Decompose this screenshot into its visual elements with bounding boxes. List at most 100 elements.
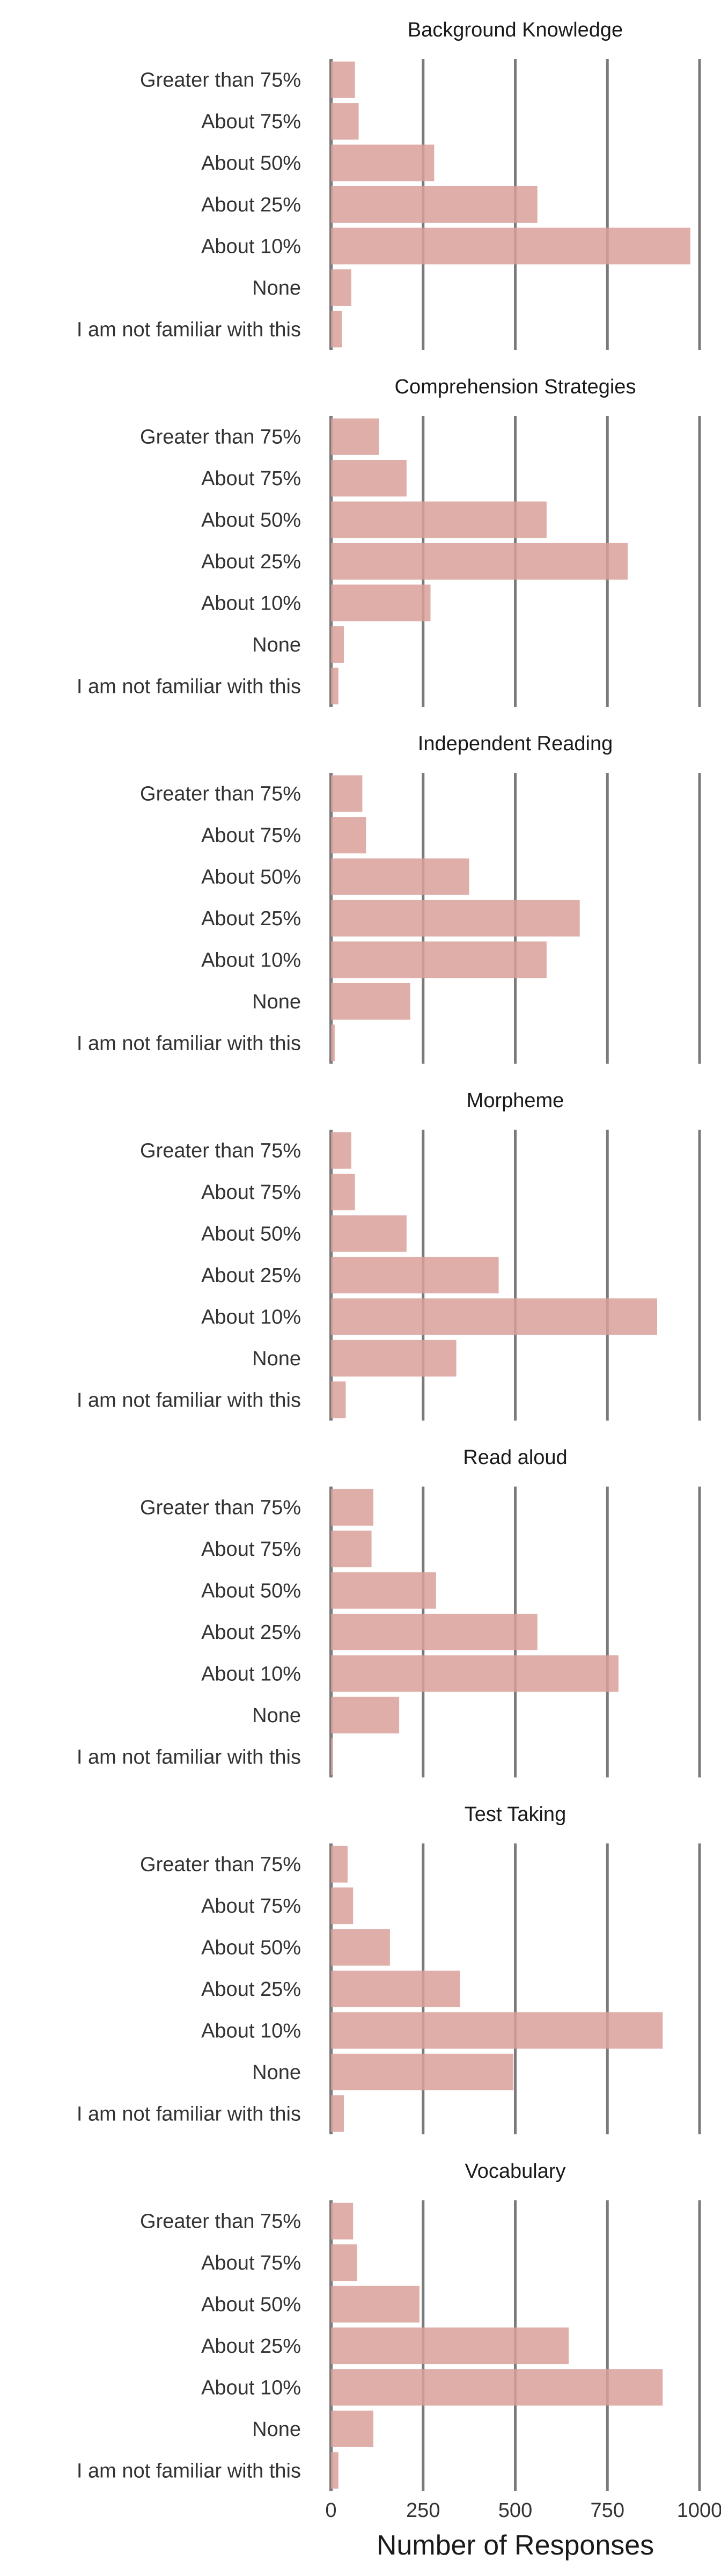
category-label: About 50%	[201, 1937, 301, 1959]
category-label: I am not familiar with this	[77, 2460, 301, 2482]
category-label: About 50%	[201, 1580, 301, 1602]
category-label: I am not familiar with this	[77, 675, 301, 698]
category-label: About 50%	[201, 866, 301, 889]
panel-title: Read aloud	[463, 1446, 567, 1469]
x-tick-label: 1000	[677, 2499, 721, 2522]
category-label: Greater than 75%	[140, 1497, 301, 1519]
category-label: None	[252, 634, 301, 656]
category-label: None	[252, 2061, 301, 2084]
bar	[331, 1846, 348, 1883]
bar	[331, 2244, 357, 2281]
panel-title: Background Knowledge	[408, 19, 623, 41]
bar	[331, 1572, 436, 1609]
bar	[331, 61, 355, 98]
panel-title: Test Taking	[465, 1803, 566, 1826]
bar	[331, 1738, 333, 1775]
bar	[331, 2410, 374, 2447]
category-label: Greater than 75%	[140, 783, 301, 806]
category-label: About 25%	[201, 1978, 301, 2001]
panel-1: Background Knowledge Greater than 75% Abou…	[77, 19, 701, 350]
category-label: About 75%	[201, 1895, 301, 1918]
category-label: None	[252, 1704, 301, 1727]
x-tick-label: 500	[498, 2499, 532, 2522]
category-label: About 10%	[201, 2376, 301, 2399]
x-tick-label: 750	[591, 2499, 624, 2522]
panel-title: Comprehension Strategies	[395, 376, 636, 398]
bar	[331, 1381, 346, 1418]
category-label: About 10%	[201, 1663, 301, 1685]
bar	[331, 1298, 657, 1335]
bar	[331, 817, 366, 854]
category-label: About 25%	[201, 1621, 301, 1644]
panel-5: Read aloud Greater than 75% About 75% About…	[77, 1446, 701, 1777]
category-label: None	[252, 991, 301, 1013]
panel-4: Morpheme Greater than 75% About 75% About 5…	[77, 1089, 701, 1421]
category-label: None	[252, 1348, 301, 1370]
bar	[331, 1215, 407, 1252]
bar	[331, 2286, 420, 2323]
category-label: About 50%	[201, 2294, 301, 2316]
panel-7: Vocabulary Greater than 75% About 75% About…	[77, 2160, 701, 2491]
bar	[331, 2369, 663, 2406]
category-label: About 75%	[201, 1181, 301, 1204]
bar	[331, 1929, 390, 1966]
category-label: About 50%	[201, 152, 301, 175]
category-label: About 10%	[201, 1306, 301, 1328]
bar	[331, 1970, 460, 2008]
bar	[331, 2452, 339, 2489]
category-label: None	[252, 277, 301, 299]
category-label: About 10%	[201, 235, 301, 258]
bar	[331, 983, 410, 1020]
category-label: About 10%	[201, 949, 301, 971]
category-label: Greater than 75%	[140, 2211, 301, 2233]
bar	[331, 775, 363, 812]
category-label: I am not familiar with this	[77, 1032, 301, 1055]
bar	[331, 1132, 351, 1169]
bar	[331, 1655, 619, 1692]
category-label: Greater than 75%	[140, 69, 301, 92]
bar	[331, 668, 339, 705]
bar	[331, 626, 344, 663]
bar	[331, 186, 538, 223]
bar	[331, 311, 342, 348]
bar	[331, 584, 431, 621]
bar	[331, 2327, 569, 2365]
category-label: Greater than 75%	[140, 1140, 301, 1162]
bar	[331, 1489, 374, 1526]
bar	[331, 1340, 457, 1377]
bar	[331, 1174, 355, 1211]
x-axis-title: Number of Responses	[377, 2530, 654, 2561]
category-label: I am not familiar with this	[77, 2103, 301, 2125]
panel-title: Vocabulary	[465, 2160, 565, 2183]
category-label: I am not familiar with this	[77, 318, 301, 341]
bar	[331, 1531, 372, 1568]
category-label: About 10%	[201, 2019, 301, 2042]
bar	[331, 460, 407, 497]
bar	[331, 1024, 335, 1062]
panel-2: Comprehension Strategies Greater than 75%…	[77, 376, 701, 707]
bar	[331, 501, 547, 538]
bar	[331, 228, 690, 265]
category-label: I am not familiar with this	[77, 1746, 301, 1768]
bar	[331, 2053, 514, 2090]
bar	[331, 418, 379, 455]
category-label: About 75%	[201, 824, 301, 847]
category-label: I am not familiar with this	[77, 1389, 301, 1411]
category-label: About 25%	[201, 194, 301, 216]
bar	[331, 1696, 400, 1733]
panel-3: Independent Reading Greater than 75% About…	[77, 733, 701, 1064]
bar	[331, 941, 547, 978]
category-label: Greater than 75%	[140, 1854, 301, 1876]
bar	[331, 1256, 499, 1294]
category-label: About 75%	[201, 1538, 301, 1561]
bar	[331, 2202, 354, 2240]
bar	[331, 2012, 663, 2049]
category-label: Greater than 75%	[140, 426, 301, 449]
category-label: About 75%	[201, 2252, 301, 2274]
category-label: About 25%	[201, 2335, 301, 2358]
bar	[331, 543, 628, 580]
bar	[331, 858, 469, 895]
panel-6: Test Taking Greater than 75% About 75% Abou…	[77, 1803, 701, 2134]
